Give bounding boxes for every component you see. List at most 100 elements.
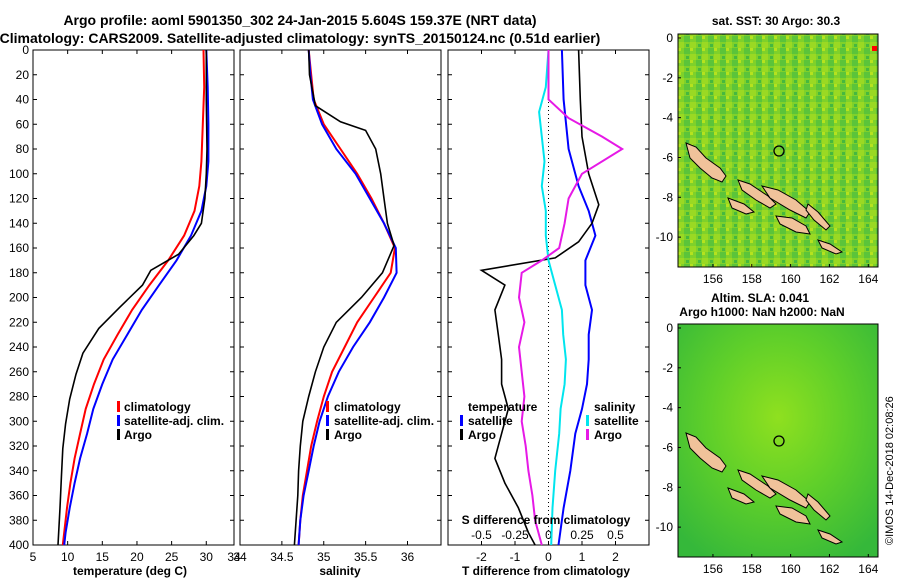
y-tick-label: 380 bbox=[9, 513, 29, 527]
legend-label-satellite: satellite-adj. clim. bbox=[124, 414, 224, 428]
legend-swatch-argo bbox=[326, 429, 329, 440]
map-y-tick-label: -2 bbox=[662, 361, 673, 375]
map-y-tick-label: 0 bbox=[666, 31, 673, 45]
legend-title-salinity: salinity bbox=[594, 400, 636, 414]
series-line-salinity-satellite bbox=[538, 49, 567, 546]
legend-title-temperature: temperature bbox=[468, 400, 538, 414]
salinity-legend: climatology satellite-adj. clim. Argo bbox=[326, 400, 434, 442]
x-tick-label: 30 bbox=[200, 550, 214, 564]
map-y-tick-label: -8 bbox=[662, 480, 673, 494]
island-bougainville bbox=[685, 142, 727, 183]
map-x-tick-label: 160 bbox=[781, 272, 801, 286]
y-tick-label: 300 bbox=[9, 414, 29, 428]
legend-swatch-satellite bbox=[326, 415, 329, 426]
y-tick-label: 400 bbox=[9, 538, 29, 552]
series-line-satellite-adj-clim- bbox=[297, 49, 398, 546]
map-y-tick-label: -2 bbox=[662, 71, 673, 85]
legend-label-argo: Argo bbox=[124, 428, 152, 442]
map-x-tick-label: 158 bbox=[742, 272, 762, 286]
series-line-argo bbox=[57, 50, 208, 546]
map-x-tick-label: 164 bbox=[858, 272, 878, 286]
series-line-temperature-satellite bbox=[557, 49, 597, 546]
y-tick-label: 20 bbox=[16, 68, 30, 82]
x-tick-label: 1 bbox=[579, 550, 586, 564]
map-x-tick-label: 156 bbox=[703, 562, 723, 576]
sst-hot-cell bbox=[872, 46, 877, 51]
temperature-plot-frame bbox=[32, 49, 235, 546]
legend-label-climatology: climatology bbox=[334, 400, 401, 414]
x-tick-label: 34 bbox=[233, 550, 247, 564]
legend-swatch-t-satellite bbox=[460, 415, 463, 426]
island-guadalcanal bbox=[775, 215, 811, 235]
y-tick-label: 80 bbox=[16, 142, 30, 156]
y-tick-label: 220 bbox=[9, 315, 29, 329]
island-guadalcanal bbox=[775, 505, 811, 525]
difference-xlabel: T difference from climatology bbox=[462, 564, 630, 578]
map-y-tick-label: -10 bbox=[656, 230, 674, 244]
x-top-tick-label: 0.25 bbox=[570, 528, 594, 542]
salinity-panel: 34 34.5 35 35.5 36 salinity climatology sate… bbox=[233, 49, 442, 578]
x-tick-label: 34.5 bbox=[270, 550, 294, 564]
legend-label-s-satellite: satellite bbox=[594, 414, 639, 428]
legend-swatch-argo bbox=[117, 429, 120, 440]
sla-map: Altim. SLA: 0.041 Argo h1000: NaN h2000:… bbox=[656, 291, 879, 576]
salinity-plot-frame bbox=[239, 49, 442, 546]
island-malaita bbox=[805, 203, 831, 231]
legend-swatch-s-satellite bbox=[586, 415, 589, 426]
island-new-georgia bbox=[727, 487, 756, 505]
island-choiseul bbox=[737, 469, 777, 499]
sst-map: sat. SST: 30 Argo: 30.3 156 158 160 162 164 0… bbox=[656, 14, 879, 286]
y-tick-label: 260 bbox=[9, 365, 29, 379]
sst-islands bbox=[685, 142, 844, 255]
map-x-tick-label: 164 bbox=[858, 562, 878, 576]
y-tick-label: 100 bbox=[9, 167, 29, 181]
map-y-tick-label: -8 bbox=[662, 190, 673, 204]
difference-xlabel-top: S difference from climatology bbox=[462, 513, 631, 527]
map-y-tick-label: -4 bbox=[662, 401, 673, 415]
x-top-tick-label: 0 bbox=[545, 528, 552, 542]
sla-map-title-2: Argo h1000: NaN h2000: NaN bbox=[679, 305, 844, 319]
x-tick-label: 25 bbox=[165, 550, 179, 564]
legend-swatch-satellite bbox=[117, 415, 120, 426]
legend-swatch-s-argo bbox=[586, 429, 589, 440]
series-line-climatology bbox=[297, 49, 396, 546]
legend-label-satellite: satellite-adj. clim. bbox=[334, 414, 434, 428]
salinity-xlabel: salinity bbox=[319, 564, 361, 578]
map-y-tick-label: 0 bbox=[666, 321, 673, 335]
series-line-satellite-adj-clim- bbox=[63, 49, 210, 546]
y-tick-label: 0 bbox=[22, 43, 29, 57]
legend-label-t-satellite: satellite bbox=[468, 414, 513, 428]
x-tick-label: 34 bbox=[227, 550, 241, 564]
x-tick-label: -2 bbox=[476, 550, 487, 564]
island-makira bbox=[817, 239, 844, 255]
y-tick-label: 200 bbox=[9, 291, 29, 305]
x-tick-label: 35 bbox=[317, 550, 331, 564]
sla-islands bbox=[685, 432, 844, 545]
series-line-salinity-argo bbox=[517, 50, 625, 546]
x-top-tick-label: -0.25 bbox=[501, 528, 529, 542]
legend-label-climatology: climatology bbox=[124, 400, 191, 414]
map-x-tick-label: 162 bbox=[819, 272, 839, 286]
x-tick-label: 36 bbox=[401, 550, 415, 564]
x-tick-label: 10 bbox=[61, 550, 75, 564]
temperature-panel: 0 20 40 60 80 100 120 140 160 180 200 220 240 260 280 3… bbox=[9, 43, 241, 578]
x-tick-label: -1 bbox=[510, 550, 521, 564]
y-tick-label: 160 bbox=[9, 241, 29, 255]
island-makira bbox=[817, 529, 844, 545]
legend-label-t-argo: Argo bbox=[468, 428, 496, 442]
x-tick-label: 20 bbox=[130, 550, 144, 564]
difference-legend: temperature satellite Argo salinity sate… bbox=[460, 400, 639, 442]
sla-map-field bbox=[677, 323, 879, 558]
map-x-tick-label: 160 bbox=[781, 562, 801, 576]
temperature-xlabel: temperature (deg C) bbox=[73, 564, 187, 578]
argo-position-marker bbox=[773, 145, 785, 157]
x-tick-label: 35.5 bbox=[354, 550, 378, 564]
island-choiseul bbox=[737, 179, 777, 209]
map-y-tick-label: -10 bbox=[656, 520, 674, 534]
map-x-tick-label: 162 bbox=[819, 562, 839, 576]
map-x-tick-label: 156 bbox=[703, 272, 723, 286]
sla-map-title-1: Altim. SLA: 0.041 bbox=[711, 291, 809, 305]
sst-map-field bbox=[677, 33, 879, 268]
series-line-argo bbox=[293, 49, 395, 546]
y-tick-label: 280 bbox=[9, 390, 29, 404]
